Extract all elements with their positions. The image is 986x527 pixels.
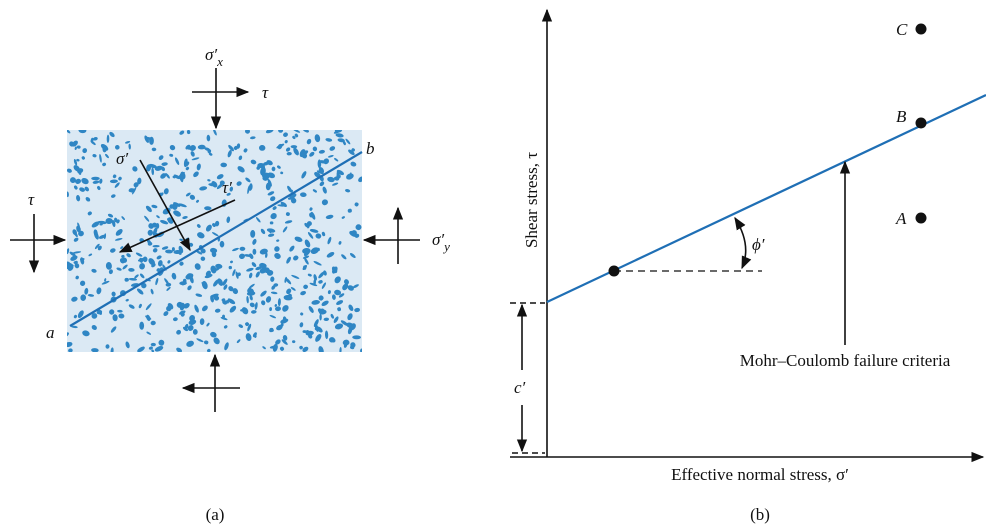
x-axis-label: Effective normal stress, σ′ (671, 465, 849, 484)
sigma-x-subscript: x (216, 54, 223, 69)
point-a (916, 213, 927, 224)
y-axis-label: Shear stress, τ (522, 152, 541, 248)
top-cross (192, 68, 248, 128)
plane-end-a: a (46, 323, 55, 342)
sigma-y-subscript: y (442, 239, 450, 254)
sigma-y-label: σ′y (432, 230, 450, 254)
caption-b: (b) (750, 505, 770, 524)
right-cross (364, 208, 420, 264)
tau-top-label: τ (262, 83, 269, 102)
plane-end-b: b (366, 139, 375, 158)
intercept-label: c′ (514, 378, 526, 397)
caption-a: (a) (206, 505, 225, 524)
tau-left-label: τ (28, 190, 35, 209)
grain (252, 249, 256, 255)
point-c (916, 24, 927, 35)
angle-label: ϕ′ (752, 235, 765, 254)
envelope-label: Mohr–Coulomb failure criteria (740, 351, 951, 370)
point-b-label: B (896, 107, 907, 126)
grain (240, 247, 246, 251)
left-cross (10, 214, 65, 272)
shear-stress-label: τ′ (222, 178, 232, 197)
sigma-x-symbol: σ′ (205, 45, 217, 64)
point-b (916, 118, 927, 129)
axes (510, 10, 983, 457)
figure: a b σ′ τ′ σ′x τ τ σ′y (a) Shear stress, … (0, 0, 986, 527)
grain (319, 314, 321, 321)
grain (91, 177, 100, 180)
sigma-y-symbol: σ′ (432, 230, 444, 249)
point-a-label: A (895, 209, 907, 228)
envelope-point (609, 266, 620, 277)
sigma-x-label: σ′x (205, 45, 223, 69)
bottom-cross (183, 355, 240, 412)
normal-stress-label: σ′ (116, 149, 128, 168)
angle-arc (735, 218, 746, 268)
point-c-label: C (896, 20, 908, 39)
